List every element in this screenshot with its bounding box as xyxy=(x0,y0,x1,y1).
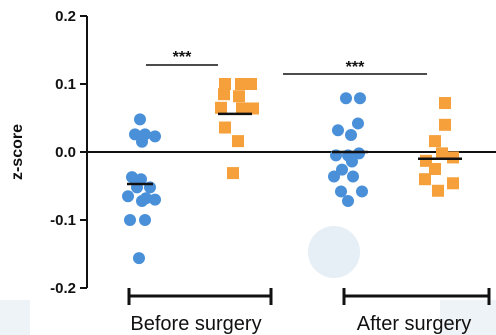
y-tick-label: 0.0 xyxy=(55,144,76,161)
data-point-circle xyxy=(356,185,368,198)
data-point-circle xyxy=(340,92,352,105)
data-point-square xyxy=(227,167,239,180)
data-point-square xyxy=(419,173,431,186)
data-point-square xyxy=(219,121,231,134)
group-label-after: After surgery xyxy=(357,313,471,335)
watermark-block-right xyxy=(440,300,496,335)
y-axis-title: z-score xyxy=(9,124,26,180)
data-point-square xyxy=(215,101,227,114)
data-point-circle xyxy=(352,117,364,130)
data-point-square xyxy=(447,151,459,164)
data-point-circle xyxy=(336,163,348,176)
group-bracket-after xyxy=(342,288,491,305)
sig-label-before: *** xyxy=(173,49,192,66)
watermark-circle-icon xyxy=(308,226,360,278)
y-tick-label: -0.1 xyxy=(50,212,76,229)
data-point-square xyxy=(218,88,230,101)
data-point-square xyxy=(245,78,257,90)
data-point-square xyxy=(236,102,248,115)
data-point-circle xyxy=(342,194,354,207)
watermark-block-left xyxy=(0,300,30,335)
group-label-before: Before surgery xyxy=(130,313,261,335)
data-point-square xyxy=(235,78,247,90)
data-point-circle xyxy=(345,129,357,141)
data-point-square xyxy=(439,118,451,131)
data-point-circle xyxy=(136,194,148,207)
data-point-circle xyxy=(353,147,365,160)
group-bracket-before xyxy=(127,288,273,305)
watermark xyxy=(0,226,496,335)
data-point-square xyxy=(429,163,441,175)
data-point-circle xyxy=(124,214,136,226)
data-point-circle xyxy=(335,185,347,198)
data-points xyxy=(122,78,459,265)
data-point-square xyxy=(429,135,441,148)
data-point-square xyxy=(447,177,459,190)
data-point-circle xyxy=(122,190,134,203)
sig-label-after: *** xyxy=(346,59,365,76)
data-point-square xyxy=(219,78,231,90)
data-point-square xyxy=(232,135,244,148)
y-tick-label: 0.1 xyxy=(55,76,76,93)
data-point-square xyxy=(439,97,451,110)
y-tick-label: 0.2 xyxy=(55,8,76,25)
data-point-circle xyxy=(136,135,148,148)
data-point-circle xyxy=(129,128,141,141)
data-point-circle xyxy=(126,171,138,184)
data-point-circle xyxy=(346,155,358,168)
data-point-circle xyxy=(149,130,161,143)
data-point-circle xyxy=(139,214,151,226)
y-tick-label: -0.2 xyxy=(50,280,76,297)
data-point-circle xyxy=(332,124,344,137)
data-point-circle xyxy=(149,193,161,206)
data-point-square xyxy=(247,102,259,115)
data-point-square xyxy=(436,147,448,160)
data-point-circle xyxy=(347,170,359,183)
data-point-circle xyxy=(328,170,340,183)
data-point-square xyxy=(432,184,444,197)
data-point-circle xyxy=(133,252,145,265)
data-point-circle xyxy=(354,92,366,105)
mean-lines xyxy=(127,112,462,186)
data-point-circle xyxy=(134,113,146,126)
y-axis-ticks: 0.2 0.1 0.0 -0.1 -0.2 xyxy=(50,8,87,297)
data-point-square xyxy=(233,90,245,103)
